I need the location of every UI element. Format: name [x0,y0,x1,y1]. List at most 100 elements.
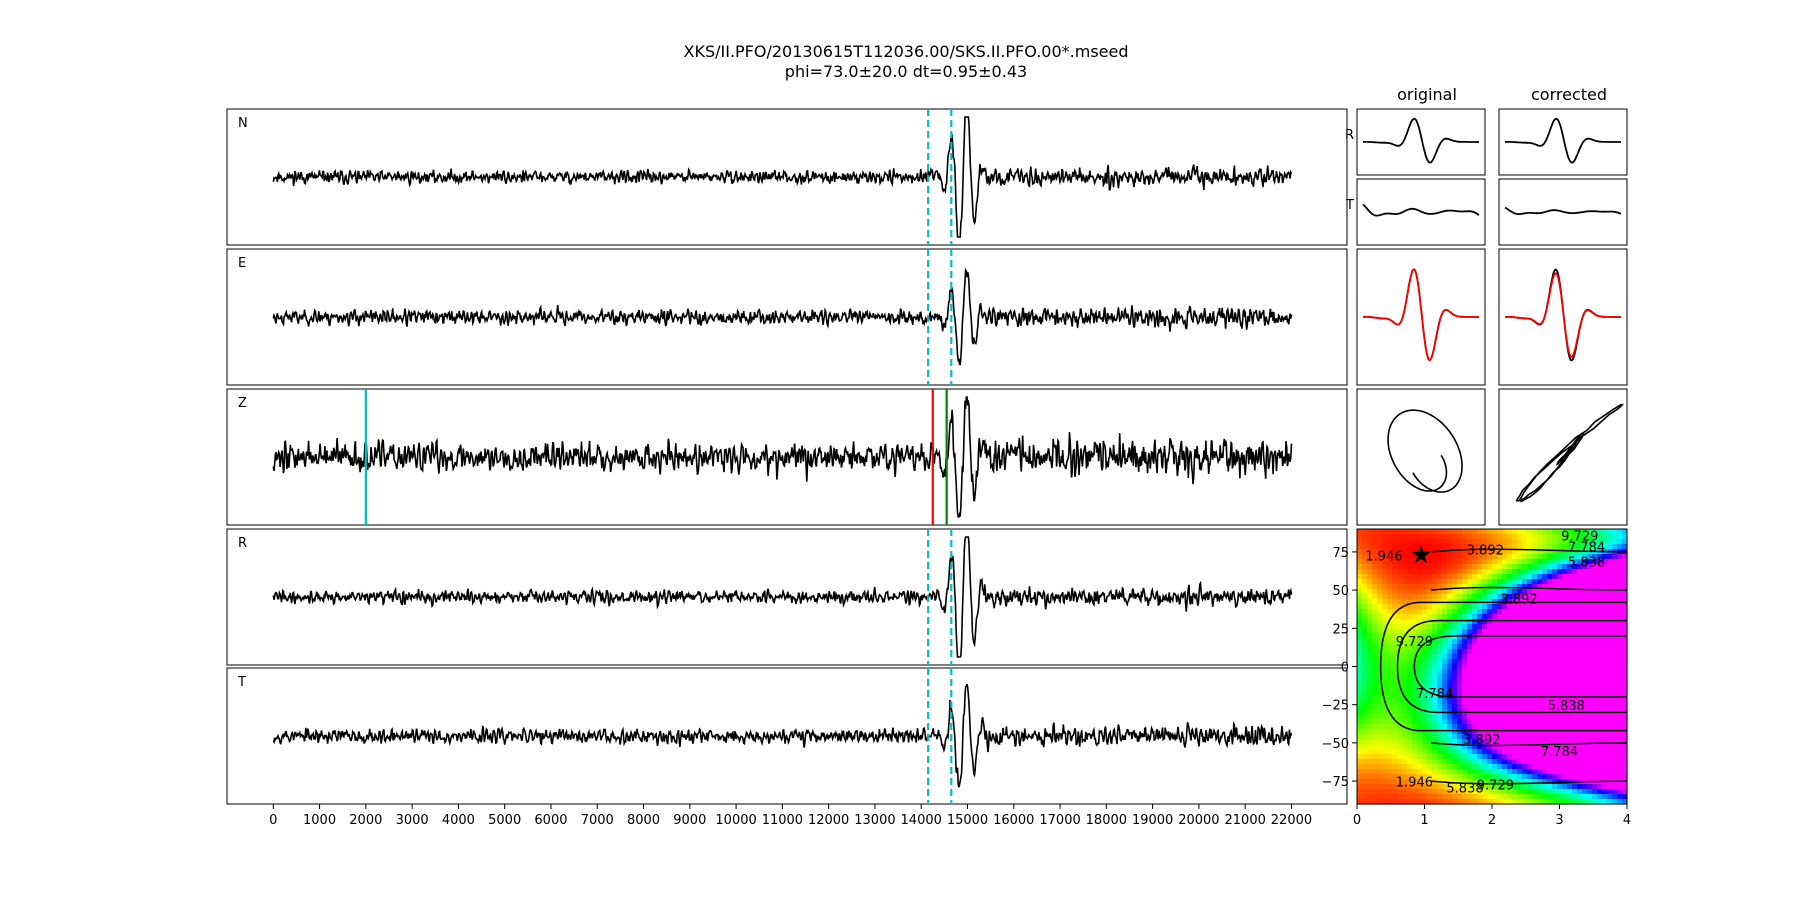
heatmap-cell [1377,759,1383,765]
heatmap-cell [1377,734,1383,740]
heatmap-cell [1602,769,1608,775]
heatmap-cell [1497,544,1503,550]
heatmap-cell [1592,569,1598,575]
heatmap-cell [1522,689,1528,695]
heatmap-cell [1392,639,1398,645]
heatmap-cell [1367,569,1373,575]
heatmap-cell [1457,799,1463,805]
heatmap-cell [1537,689,1543,695]
heatmap-cell [1467,684,1473,690]
heatmap-cell [1527,744,1533,750]
heatmap-cell [1477,789,1483,795]
heatmap-cell [1597,699,1603,705]
heatmap-cell [1572,564,1578,570]
heatmap-cell [1607,579,1613,585]
heatmap-cell [1407,644,1413,650]
heatmap-cell [1417,579,1423,585]
heatmap-cell [1537,594,1543,600]
heatmap-cell [1402,739,1408,745]
heatmap-cell [1562,659,1568,665]
heatmap-cell [1427,564,1433,570]
heatmap-cell [1537,729,1543,735]
heatmap-cell [1527,594,1533,600]
heatmap-cell [1567,699,1573,705]
heatmap-cell [1522,644,1528,650]
heatmap-cell [1532,559,1538,565]
heatmap-cell [1527,684,1533,690]
heatmap-cell [1357,749,1363,755]
heatmap-cell [1372,579,1378,585]
heatmap-cell [1397,634,1403,640]
heatmap-cell [1357,619,1363,625]
heatmap-cell [1482,679,1488,685]
heatmap-cell [1537,779,1543,785]
heatmap-cell [1577,534,1583,540]
heatmap-cell [1617,684,1623,690]
heatmap-cell [1462,764,1468,770]
heatmap-cell [1497,789,1503,795]
heatmap-cell [1532,794,1538,800]
heatmap-cell [1452,769,1458,775]
heatmap-cell [1442,754,1448,760]
heatmap-cell [1507,774,1513,780]
heatmap-cell [1592,594,1598,600]
heatmap-cell [1457,669,1463,675]
heatmap-cell [1567,564,1573,570]
heatmap-cell [1542,579,1548,585]
heatmap-cell [1392,659,1398,665]
heatmap-cell [1542,664,1548,670]
heatmap-cell [1422,634,1428,640]
heatmap-cell [1617,554,1623,560]
heatmap-cell [1412,529,1418,535]
heatmap-cell [1487,559,1493,565]
heatmap-cell [1462,529,1468,535]
heatmap-cell [1572,744,1578,750]
heatmap-cell [1422,539,1428,545]
waveform-r [272,536,1293,658]
heatmap-cell [1622,799,1628,805]
heatmap-cell [1582,689,1588,695]
heatmap-cell [1492,739,1498,745]
heatmap-cell [1617,589,1623,595]
heatmap-cell [1367,634,1373,640]
heatmap-cell [1402,679,1408,685]
heatmap-cell [1442,594,1448,600]
heatmap-cell [1357,794,1363,800]
heatmap-cell [1567,719,1573,725]
heatmap-cell [1377,604,1383,610]
heatmap-cell [1382,659,1388,665]
heatmap-cell [1612,674,1618,680]
heatmap-cell [1597,794,1603,800]
heatmap-cell [1452,729,1458,735]
heatmap-cell [1402,584,1408,590]
heatmap-cell [1512,764,1518,770]
heatmap-cell [1597,689,1603,695]
heatmap-cell [1412,719,1418,725]
heatmap-cell [1432,659,1438,665]
heatmap-cell [1587,714,1593,720]
heatmap-cell [1512,639,1518,645]
heatmap-cell [1462,569,1468,575]
waveform-insets-group: RT [1345,108,1628,526]
heatmap-cell [1377,784,1383,790]
heatmap-cell [1477,639,1483,645]
heatmap-cell [1367,614,1373,620]
heatmap-cell [1432,534,1438,540]
heatmap-cell [1597,554,1603,560]
heatmap-cell [1387,584,1393,590]
heatmap-cell [1432,564,1438,570]
x-tick-label: 16000 [993,813,1034,828]
heatmap-cell [1552,604,1558,610]
heatmap-cell [1592,554,1598,560]
heatmap-cell [1372,604,1378,610]
heatmap-cell [1487,754,1493,760]
heatmap-cell [1522,759,1528,765]
heatmap-cell [1567,609,1573,615]
heatmap-cell [1617,719,1623,725]
heatmap-cell [1412,729,1418,735]
best-estimate-star-icon[interactable] [1411,545,1431,564]
heatmap-cell [1422,664,1428,670]
heatmap-cell [1377,529,1383,535]
heatmap-cell [1382,774,1388,780]
heatmap-cell [1512,534,1518,540]
